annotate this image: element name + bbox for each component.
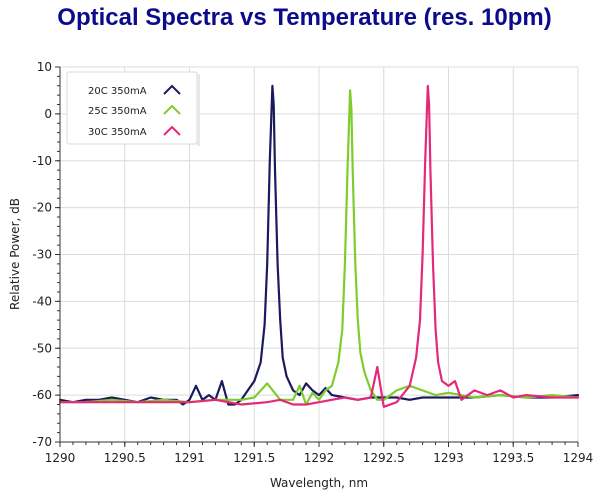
y-axis-label: Relative Power, dB	[8, 198, 22, 310]
y-tick-label: -60	[32, 388, 52, 402]
y-ticks: 10 0 -10 -20 -30 -40 -50 -60 -70	[32, 60, 60, 449]
x-tick-label: 1293.5	[492, 451, 534, 465]
legend-swatch-0	[163, 84, 181, 95]
x-tick-label: 1290.5	[104, 451, 146, 465]
x-tick-label: 1292.5	[363, 451, 405, 465]
y-tick-label: -30	[32, 248, 52, 262]
y-tick-label: -70	[32, 435, 52, 449]
y-tick-label: -40	[32, 294, 52, 308]
x-tick-label: 1293	[433, 451, 464, 465]
legend-label-1: 25C 350mA	[88, 106, 147, 117]
legend-label-2: 30C 350mA	[88, 127, 147, 138]
series-lines	[58, 84, 580, 408]
x-ticks: 1290 1290.5 1291 1291.5 1292 1292.5 1293 1293.5…	[45, 442, 594, 465]
chart-title: Optical Spectra vs Temperature (res. 10p…	[57, 4, 552, 31]
series-line-1	[58, 89, 580, 406]
x-tick-label: 1291	[174, 451, 205, 465]
legend-label-0: 20C 350mA	[88, 86, 147, 97]
x-tick-label: 1294	[563, 451, 594, 465]
y-tick-label: -50	[32, 341, 52, 355]
y-tick-label: 0	[44, 107, 52, 121]
legend: 20C 350mA 25C 350mA 30C 350mA	[66, 71, 200, 146]
y-tick-label: -10	[32, 154, 52, 168]
legend-swatch-2	[163, 125, 181, 136]
x-tick-label: 1291.5	[233, 451, 275, 465]
y-tick-label: -20	[32, 201, 52, 215]
series-line-2	[58, 84, 580, 408]
legend-box-shadow	[197, 74, 200, 146]
y-tick-label: 10	[37, 60, 52, 74]
x-axis-label: Wavelength, nm	[270, 476, 368, 490]
x-tick-label: 1292	[304, 451, 335, 465]
x-tick-label: 1290	[45, 451, 76, 465]
legend-swatch-1	[163, 104, 181, 115]
